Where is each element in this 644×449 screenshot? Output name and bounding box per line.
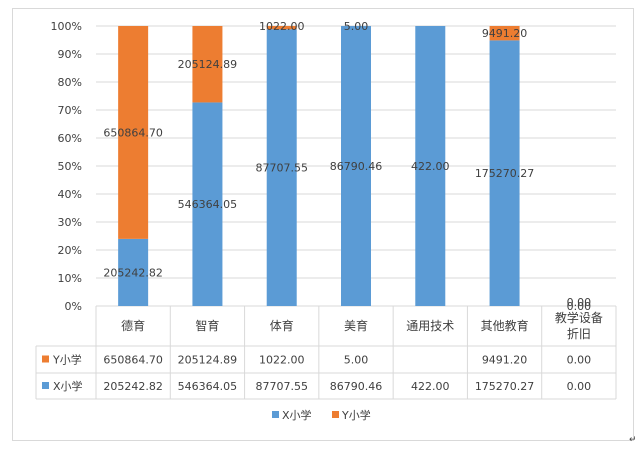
legend-key <box>332 411 339 418</box>
table-cell: 546364.05 <box>178 380 238 393</box>
data-label-y: 1022.00 <box>259 20 305 33</box>
data-label-y: 205124.89 <box>178 58 238 71</box>
y-tick-label: 20% <box>58 244 82 257</box>
category-label: 美育 <box>344 318 368 333</box>
data-label-y: 9491.20 <box>482 27 528 40</box>
data-label-x: 0.00 <box>567 296 592 309</box>
legend-entry: X小学 <box>282 408 312 422</box>
table-series-name: Y小学 <box>52 353 82 367</box>
table-cell: 422.00 <box>411 380 450 393</box>
return-mark-icon: ↵ <box>629 435 637 445</box>
table-cell: 1022.00 <box>259 354 305 367</box>
bar-y-cat-0 <box>118 26 149 239</box>
y-axis: 0% 10% 20% 30% 40% 50% 60% 70% 80% 90% 100% <box>51 20 82 313</box>
y-tick-label: 30% <box>58 216 82 229</box>
table-cell: 87707.55 <box>255 380 308 393</box>
table-cell: 205124.89 <box>178 354 238 367</box>
bar-y-cat-2 <box>266 26 297 30</box>
category-label: 智育 <box>195 318 219 333</box>
table-cell: 175270.27 <box>475 380 535 393</box>
table-cell: 86790.46 <box>330 380 383 393</box>
data-label-x: 175270.27 <box>475 167 535 180</box>
data-label-x: 546364.05 <box>178 198 238 211</box>
legend-key <box>272 411 279 418</box>
data-label-x: 87707.55 <box>255 162 308 175</box>
table-legend-key <box>42 382 49 389</box>
bar-x-cat-5 <box>489 40 520 306</box>
category-label: 教学设备 <box>555 310 603 325</box>
data-label-x: 86790.46 <box>330 160 383 173</box>
data-label-y: 0.00 <box>567 300 592 313</box>
y-tick-label: 90% <box>58 48 82 61</box>
bars <box>118 26 520 307</box>
data-labels: 205242.82 650864.70 546364.05 205124.89 8770… <box>103 20 591 313</box>
bar-x-cat-4 <box>415 26 446 306</box>
y-tick-label: 60% <box>58 132 82 145</box>
bar-x-cat-0 <box>118 238 149 306</box>
bar-y-cat-5 <box>489 26 520 41</box>
category-label: 体育 <box>270 318 294 333</box>
table-cell: 9491.20 <box>482 354 528 367</box>
bar-x-cat-3 <box>341 26 371 306</box>
table-cell: 0.00 <box>567 380 592 393</box>
category-label: 德育 <box>121 318 145 333</box>
table-cell: 650864.70 <box>103 354 163 367</box>
y-tick-label: 40% <box>58 188 82 201</box>
legend-entry: Y小学 <box>341 408 371 422</box>
category-label: 通用技术 <box>406 319 454 333</box>
bar-x-cat-2 <box>266 29 297 307</box>
table-cell: 5.00 <box>344 354 369 367</box>
table-series-name: X小学 <box>53 379 83 393</box>
data-label-x: 422.00 <box>411 160 450 173</box>
table-cell: 0.00 <box>567 354 592 367</box>
y-tick-label: 100% <box>51 20 82 33</box>
category-label: 其他教育 <box>481 318 529 333</box>
data-label-x: 205242.82 <box>103 266 163 279</box>
data-label-y: 5.00 <box>344 20 369 33</box>
bar-y-cat-1 <box>192 26 223 103</box>
y-tick-label: 50% <box>58 160 82 173</box>
table-legend-key <box>42 355 49 363</box>
chart-border <box>12 8 634 441</box>
y-tick-label: 0% <box>65 300 82 313</box>
category-label-cont: 折旧 <box>567 326 591 341</box>
data-label-y: 650864.70 <box>103 126 163 139</box>
y-tick-label: 10% <box>58 272 82 285</box>
y-tick-label: 80% <box>58 76 82 89</box>
legend: X小学 Y小学 <box>272 408 371 422</box>
y-tick-label: 70% <box>58 104 82 117</box>
bar-x-cat-1 <box>192 102 223 307</box>
table-cell: 205242.82 <box>103 380 163 393</box>
